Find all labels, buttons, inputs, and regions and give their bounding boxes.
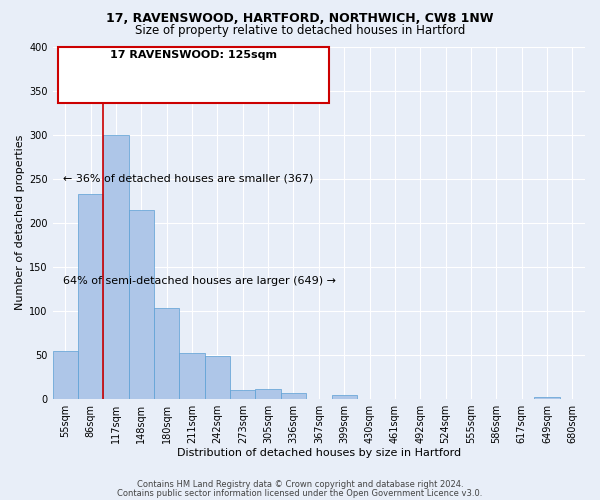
X-axis label: Distribution of detached houses by size in Hartford: Distribution of detached houses by size … <box>177 448 461 458</box>
Bar <box>154 308 179 399</box>
Y-axis label: Number of detached properties: Number of detached properties <box>15 135 25 310</box>
Text: 64% of semi-detached houses are larger (649) →: 64% of semi-detached houses are larger (… <box>63 276 336 285</box>
Bar <box>179 353 205 399</box>
Text: Contains HM Land Registry data © Crown copyright and database right 2024.: Contains HM Land Registry data © Crown c… <box>137 480 463 489</box>
Bar <box>256 390 281 399</box>
Bar <box>53 352 78 399</box>
Text: 17, RAVENSWOOD, HARTFORD, NORTHWICH, CW8 1NW: 17, RAVENSWOOD, HARTFORD, NORTHWICH, CW8… <box>106 12 494 26</box>
Text: Contains public sector information licensed under the Open Government Licence v3: Contains public sector information licen… <box>118 488 482 498</box>
Bar <box>103 134 129 399</box>
Bar <box>78 194 103 399</box>
Bar <box>230 390 256 399</box>
Bar <box>281 393 306 399</box>
Bar <box>205 356 230 399</box>
Bar <box>535 397 560 399</box>
FancyBboxPatch shape <box>58 46 329 103</box>
Bar <box>332 396 357 399</box>
Text: Size of property relative to detached houses in Hartford: Size of property relative to detached ho… <box>135 24 465 37</box>
Text: 17 RAVENSWOOD: 125sqm: 17 RAVENSWOOD: 125sqm <box>110 50 277 60</box>
Text: ← 36% of detached houses are smaller (367): ← 36% of detached houses are smaller (36… <box>63 174 314 184</box>
Bar <box>129 210 154 399</box>
